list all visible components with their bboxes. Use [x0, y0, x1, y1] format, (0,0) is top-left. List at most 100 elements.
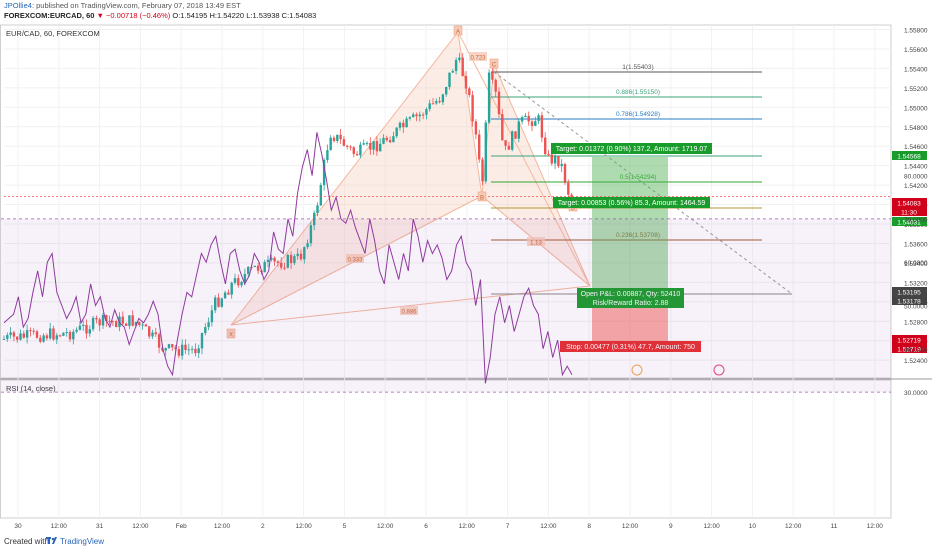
candle-body [227, 292, 230, 295]
candle-body [22, 333, 25, 338]
pattern-ratio-label: 0.886 [401, 310, 417, 316]
candle-body [91, 317, 95, 330]
position-info-label-text: Risk/Reward Ratio: 2.88 [593, 300, 669, 307]
candle-body [464, 76, 468, 89]
tradingview-brand[interactable]: TradingView [60, 537, 105, 546]
candle-body [392, 136, 395, 143]
candle-body [276, 261, 280, 263]
candle-body [45, 335, 49, 339]
pattern-point-label: B [480, 196, 484, 202]
time-tick-label: 12:00 [295, 523, 312, 530]
pattern-ad-line [457, 31, 591, 287]
price-tick-label: 1.54600 [904, 144, 928, 151]
pattern-point-label: D [571, 206, 576, 212]
candle-body [181, 344, 184, 356]
chart-canvas[interactable]: 1.55800 1.55600 1.55400 1.55200 1.55000 1.548… [0, 20, 932, 532]
candle-body [385, 137, 388, 141]
candle-body [352, 147, 355, 154]
rsi-band [1, 218, 891, 393]
candle-body [405, 118, 408, 128]
candle-body [128, 315, 131, 326]
candle-body [204, 327, 207, 334]
change-label: ▼ −0.00718 (−0.46%) [96, 11, 171, 20]
candle-body [402, 122, 405, 128]
candle-body [230, 282, 233, 295]
candle-body [517, 121, 520, 139]
candle-body [187, 349, 190, 351]
candle-body [200, 333, 204, 349]
candle-body [32, 330, 35, 332]
candle-body [144, 324, 148, 327]
price-tick-label: 1.54400 [904, 164, 928, 171]
publish-line: JPOllie4: published on TradingView.com, … [4, 1, 241, 11]
price-badge [892, 151, 927, 160]
economic-event-icon [631, 364, 643, 376]
time-tick-label: 12:00 [132, 523, 149, 530]
price-badge [892, 198, 927, 207]
candle-body [157, 334, 161, 348]
time-tick-label: 11 [831, 523, 838, 530]
price-tick-label: 1.52800 [904, 319, 928, 326]
candle-body [557, 156, 560, 167]
candle-body [164, 348, 167, 351]
pattern-point-marker [453, 25, 463, 36]
fib-level-label: 0.236(1.53708) [616, 232, 660, 239]
candle-body [418, 114, 421, 117]
candle-body [134, 321, 138, 326]
time-tick-label: 30 [14, 523, 22, 530]
candle-body [273, 257, 276, 262]
candle-body [75, 329, 78, 332]
candle-body [524, 115, 527, 118]
candle-body [207, 322, 210, 328]
candle-body [471, 95, 474, 122]
candle-body [237, 278, 240, 286]
candle-body [210, 310, 214, 323]
candle-body [88, 329, 91, 334]
created-with-label: Created with [4, 537, 49, 546]
time-tick-label: 5 [343, 523, 347, 530]
pattern-ratio-box [400, 306, 418, 315]
open-value: O:1.54195 [172, 11, 208, 20]
pattern-ratio-box [346, 254, 364, 263]
price-badge [892, 296, 927, 305]
candle-body [379, 143, 382, 152]
candle-body [12, 332, 16, 337]
candle-body [336, 134, 339, 141]
candle-body [372, 141, 375, 150]
candle-body [458, 57, 461, 61]
time-tick-label: 7 [506, 523, 510, 530]
rsi-tick-label: 60.0000 [904, 260, 928, 267]
candle-body [131, 315, 134, 326]
candle-body [174, 347, 177, 350]
candle-body [62, 332, 65, 336]
candle-body [29, 330, 32, 332]
candle-body [138, 321, 141, 325]
candle-body [395, 127, 398, 137]
price-badge-label: 1.52719 [897, 347, 921, 354]
candle-body [438, 101, 441, 103]
author-link[interactable]: JPOllie4 [4, 1, 32, 10]
pattern-point-marker [489, 58, 499, 69]
candle-body [2, 338, 6, 340]
candle-body [217, 297, 220, 307]
candle-body [547, 154, 550, 156]
chart-title: EUR/CAD, 60, FOREXCOM [6, 29, 100, 38]
time-tick-label: 12:00 [785, 523, 802, 530]
time-tick-label: 12:00 [214, 523, 231, 530]
candle-body [121, 316, 124, 324]
candle-body [560, 163, 563, 167]
footer: Created with TradingView [0, 532, 932, 550]
candle-body [296, 253, 299, 257]
target1-label-box [551, 143, 712, 154]
pattern-ratio-box [527, 237, 545, 246]
time-tick-label: 12:00 [377, 523, 394, 530]
candle-body [243, 273, 247, 282]
rsi-tick-label: 30.0000 [904, 390, 928, 397]
candle-body [108, 320, 111, 322]
pattern-ratio-label: 0.333 [347, 258, 363, 264]
candle-body [280, 262, 283, 268]
price-badge-label: 1.53178 [897, 299, 921, 306]
price-badge-label: 1.52719 [897, 338, 921, 345]
position-info-label-box [577, 288, 684, 308]
price-badge-label: 11:30 [901, 210, 917, 217]
